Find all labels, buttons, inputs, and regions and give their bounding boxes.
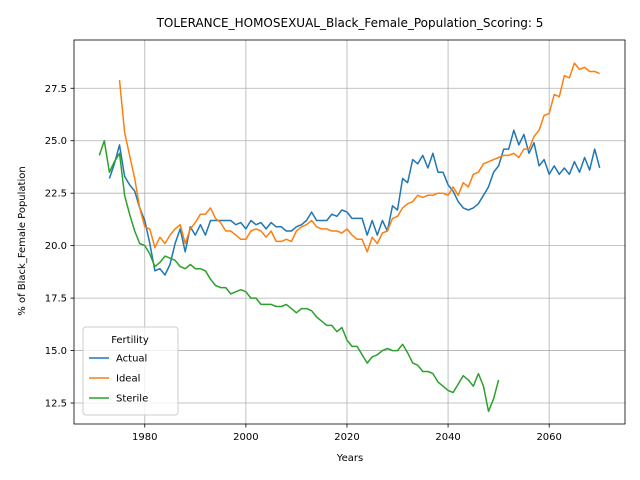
y-tick-label: 22.5 [45, 189, 67, 200]
legend-label-sterile: Sterile [116, 394, 148, 405]
x-tick-label: 2020 [334, 432, 359, 443]
y-tick-label: 20.0 [45, 241, 67, 252]
legend-box [82, 326, 179, 416]
x-axis-label: Years [336, 453, 363, 464]
x-tick-label: 2000 [233, 432, 258, 443]
y-axis-label: % of Black_Female Population [17, 166, 28, 315]
series-line-sterile [98, 139, 500, 413]
series-layer [98, 62, 601, 413]
plot-frame [73, 39, 626, 425]
legend-label-actual: Actual [116, 354, 147, 365]
y-tick-label: 17.5 [45, 294, 67, 305]
y-tick-label: 25.0 [45, 136, 67, 147]
x-axis: 1980 2000 2020 2040 2060 [132, 424, 562, 443]
x-tick-label: 1980 [132, 432, 157, 443]
y-tick-label: 27.5 [45, 84, 67, 95]
legend-label-ideal: Ideal [116, 374, 140, 385]
x-tick-label: 2060 [536, 432, 561, 443]
series-line-ideal [118, 62, 600, 253]
y-tick-label: 12.5 [45, 399, 67, 410]
x-tick-label: 2040 [435, 432, 460, 443]
chart-title: TOLERANCE_HOMOSEXUAL_Black_Female_Popula… [156, 16, 544, 30]
legend: Fertility Actual Ideal Sterile [82, 326, 179, 416]
y-axis: 12.5 15.0 17.5 20.0 22.5 25.0 27.5 [45, 84, 74, 410]
y-tick-label: 15.0 [45, 346, 67, 357]
grid-lines [74, 40, 625, 424]
legend-title: Fertility [111, 335, 149, 346]
